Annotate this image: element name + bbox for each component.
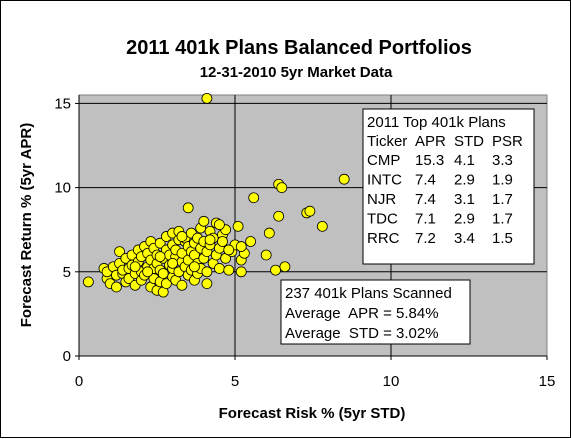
top-plans-header-apr: APR xyxy=(415,133,446,150)
data-point xyxy=(304,205,316,217)
top-plans-cell: 7.4 xyxy=(415,191,436,208)
x-tick-label: 15 xyxy=(539,373,556,390)
top-plans-cell: 3.1 xyxy=(454,191,475,208)
top-plans-cell: 3.3 xyxy=(492,152,513,169)
summary-average-std: Average STD = 3.02% xyxy=(285,325,439,342)
data-point xyxy=(263,227,275,239)
data-point xyxy=(213,219,225,231)
top-plans-header-ticker: Ticker xyxy=(367,133,407,150)
top-plans-cell: CMP xyxy=(367,152,400,169)
data-point xyxy=(279,261,291,273)
y-tick-label: 0 xyxy=(63,348,71,365)
data-point xyxy=(176,279,188,291)
data-point xyxy=(273,210,285,222)
summary-box-bg xyxy=(280,279,471,345)
top-plans-cell: TDC xyxy=(367,211,398,228)
summary-average-apr: Average APR = 5.84% xyxy=(285,305,439,322)
top-plans-cell: 2.9 xyxy=(454,211,475,228)
summary-scanned: 237 401k Plans Scanned xyxy=(285,285,452,302)
data-point xyxy=(182,202,194,214)
x-tick-label: 5 xyxy=(231,373,239,390)
top-plans-rows: CMP 15.3 4.1 3.3 INTC 7.4 2.9 1.9 NJR 7.4 3.1 1.7 TD… xyxy=(367,152,513,247)
data-point xyxy=(201,266,213,278)
data-point xyxy=(129,261,141,273)
data-point xyxy=(82,276,94,288)
axis-ticks: 0 5 10 15 0 5 10 15 xyxy=(54,95,555,390)
data-point xyxy=(232,220,244,232)
top-plans-cell: 1.9 xyxy=(492,172,513,189)
data-points xyxy=(82,92,350,298)
data-point xyxy=(223,244,235,256)
top-plans-cell: 7.2 xyxy=(415,230,436,247)
data-point xyxy=(248,192,260,204)
data-point xyxy=(160,278,172,289)
data-point xyxy=(176,231,188,242)
data-point xyxy=(338,173,350,185)
top-plans-header-psr: PSR xyxy=(492,133,523,150)
top-plans-box-bg xyxy=(362,108,535,265)
top-plans-cell: 1.7 xyxy=(492,191,513,208)
chart-subtitle: 12-31-2010 5yr Market Data xyxy=(200,64,393,81)
summary-box: 237 401k Plans Scanned Average APR = 5.8… xyxy=(280,279,471,345)
top-plans-title: 2011 Top 401k Plans xyxy=(367,114,506,131)
data-point xyxy=(217,236,228,247)
top-plans-cell: 1.7 xyxy=(492,211,513,228)
top-plans-box: 2011 Top 401k Plans Ticker APR STD PSR C… xyxy=(362,108,535,265)
data-point xyxy=(260,249,272,261)
data-point xyxy=(276,182,288,194)
chart-title: 2011 401k Plans Balanced Portfolios xyxy=(126,37,472,59)
top-plans-cell: 15.3 xyxy=(415,152,444,169)
data-point xyxy=(114,246,125,258)
data-point xyxy=(204,234,216,246)
top-plans-cell: 1.5 xyxy=(492,230,513,247)
data-point xyxy=(189,261,200,273)
data-point xyxy=(201,92,213,104)
top-plans-cell: 3.4 xyxy=(454,230,475,247)
data-point xyxy=(157,268,169,279)
data-point xyxy=(270,264,281,276)
y-tick-label: 15 xyxy=(54,95,71,112)
top-plans-cell: INTC xyxy=(367,172,402,189)
top-plans-header-std: STD xyxy=(454,133,484,150)
data-point xyxy=(167,257,179,269)
top-plans-cell: 4.1 xyxy=(454,152,475,169)
x-axis-title: Forecast Risk % (5yr STD) xyxy=(219,405,406,422)
data-point xyxy=(201,278,213,289)
top-plans-cell: 7.1 xyxy=(415,211,436,228)
top-plans-cell: RRC xyxy=(367,230,400,247)
data-point xyxy=(223,264,235,276)
data-point xyxy=(198,215,210,227)
data-point xyxy=(213,263,225,274)
top-plans-cell: 2.9 xyxy=(454,172,475,189)
x-tick-label: 10 xyxy=(383,373,400,390)
data-point xyxy=(235,241,247,252)
y-axis-title: Forecast Return % (5yr APR) xyxy=(18,123,35,328)
data-point xyxy=(154,251,166,263)
top-plans-cell: NJR xyxy=(367,191,396,208)
data-point xyxy=(154,237,166,249)
data-point xyxy=(142,266,154,278)
y-tick-label: 5 xyxy=(63,264,71,281)
data-point xyxy=(245,236,257,247)
top-plans-cell: 7.4 xyxy=(415,172,436,189)
data-point xyxy=(316,220,328,232)
data-point xyxy=(111,281,122,293)
x-tick-label: 0 xyxy=(75,373,83,390)
y-tick-label: 10 xyxy=(54,180,71,197)
data-point xyxy=(235,266,247,278)
